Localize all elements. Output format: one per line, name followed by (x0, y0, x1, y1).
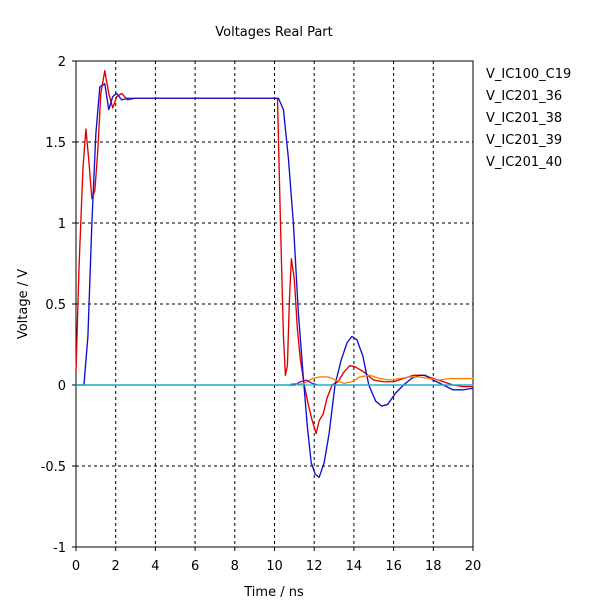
x-tick-label: 20 (465, 559, 482, 574)
x-tick-label: 12 (306, 559, 323, 574)
y-tick-label: -1 (53, 541, 66, 556)
series-line-V_IC201_36 (75, 83, 474, 479)
legend-entry-V_IC201_38: V_IC201_38 (486, 111, 562, 126)
x-tick-label: 16 (385, 559, 402, 574)
series-line-V_IC201_40 (75, 382, 474, 386)
legend-entry-V_IC201_39: V_IC201_39 (486, 133, 562, 148)
y-tick-label: 1 (58, 217, 66, 232)
series-line-V_IC100_C19 (75, 70, 474, 435)
y-tick-label: 0.5 (45, 298, 66, 313)
legend-entry-V_IC201_40: V_IC201_40 (486, 155, 562, 170)
y-axis-label: Voltage / V (16, 269, 31, 339)
y-tick-label: 0 (58, 379, 66, 394)
x-tick-label: 0 (72, 559, 80, 574)
legend: V_IC100_C19 V_IC201_36 V_IC201_38 V_IC201_3… (486, 67, 571, 170)
legend-entry-V_IC201_36: V_IC201_36 (486, 89, 562, 104)
x-tick-label: 4 (151, 559, 159, 574)
chart-title: Voltages Real Part (215, 25, 333, 40)
y-tick-label: 2 (58, 55, 66, 70)
legend-entry-V_IC100_C19: V_IC100_C19 (486, 67, 571, 82)
x-tick-label: 14 (346, 559, 363, 574)
x-tick-label: 2 (112, 559, 120, 574)
series-lines (75, 70, 474, 479)
x-tick-label: 8 (231, 559, 239, 574)
x-tick-label: 10 (266, 559, 283, 574)
y-tick-label: 1.5 (45, 136, 66, 151)
x-tick-label: 6 (191, 559, 199, 574)
x-axis-label: Time / ns (243, 585, 304, 600)
x-tick-label: 18 (425, 559, 442, 574)
y-axis-ticks: -1 -0.5 0 0.5 1 1.5 2 (41, 55, 76, 556)
y-tick-label: -0.5 (41, 460, 66, 475)
x-axis-ticks: 0 2 4 6 8 10 12 14 16 18 20 (72, 547, 481, 574)
